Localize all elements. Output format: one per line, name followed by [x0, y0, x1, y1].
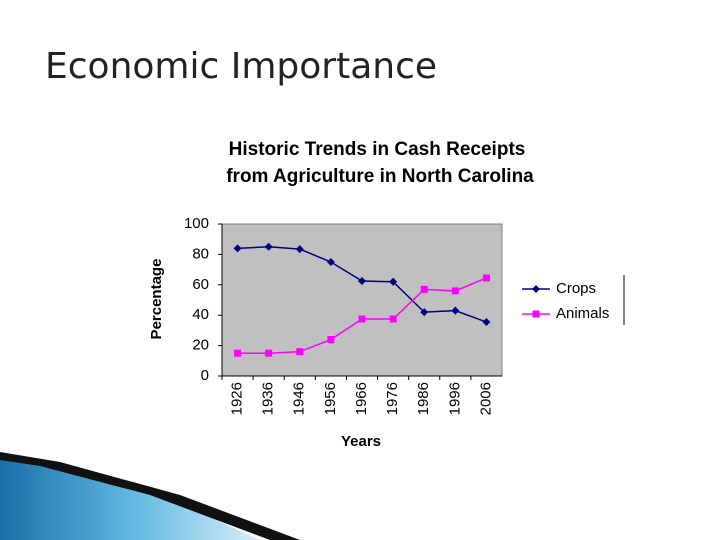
y-axis-label: Percentage: [148, 259, 165, 340]
y-tick-label: 60: [192, 276, 209, 293]
y-tick-label: 40: [192, 306, 209, 323]
data-point: [265, 349, 273, 357]
x-tick-label: 1946: [291, 382, 308, 415]
data-point: [451, 287, 459, 295]
chart-title: Historic Trends in Cash Receipts: [229, 139, 526, 160]
legend-marker: [532, 285, 540, 293]
x-tick-label: 1976: [384, 382, 401, 415]
legend-marker: [532, 310, 540, 318]
legend-label: Animals: [556, 305, 609, 322]
legend-label: Crops: [556, 280, 596, 297]
data-point: [358, 277, 366, 285]
x-tick-label: 2006: [477, 382, 494, 415]
slide-title: Economic Importance: [45, 46, 437, 87]
x-axis-label: Years: [341, 433, 381, 450]
data-point: [420, 308, 429, 317]
x-tick-label: 1926: [229, 382, 246, 415]
data-point: [295, 245, 304, 254]
y-tick-label: 100: [184, 215, 209, 232]
y-tick-label: 20: [192, 337, 209, 354]
data-point: [326, 258, 335, 266]
data-point: [358, 315, 366, 323]
y-tick-label: 80: [192, 245, 209, 262]
data-point: [482, 274, 490, 282]
data-point: [482, 318, 491, 327]
data-point: [327, 336, 335, 344]
data-point: [234, 349, 242, 357]
decor-stripe: [0, 452, 300, 540]
chart-title: from Agriculture in North Carolina: [226, 166, 534, 187]
data-point: [264, 242, 273, 251]
x-tick-label: 1986: [415, 382, 432, 415]
data-point: [420, 285, 428, 293]
data-point: [389, 277, 398, 286]
data-point: [451, 306, 460, 315]
x-tick-label: 1966: [353, 382, 370, 415]
decor-swoosh: [0, 455, 260, 540]
x-tick-label: 1996: [446, 382, 463, 415]
y-tick-label: 0: [201, 367, 209, 384]
data-point: [233, 244, 242, 253]
x-tick-label: 1956: [322, 382, 339, 415]
data-point: [389, 315, 397, 323]
x-tick-label: 1936: [260, 382, 277, 415]
data-point: [296, 348, 304, 356]
